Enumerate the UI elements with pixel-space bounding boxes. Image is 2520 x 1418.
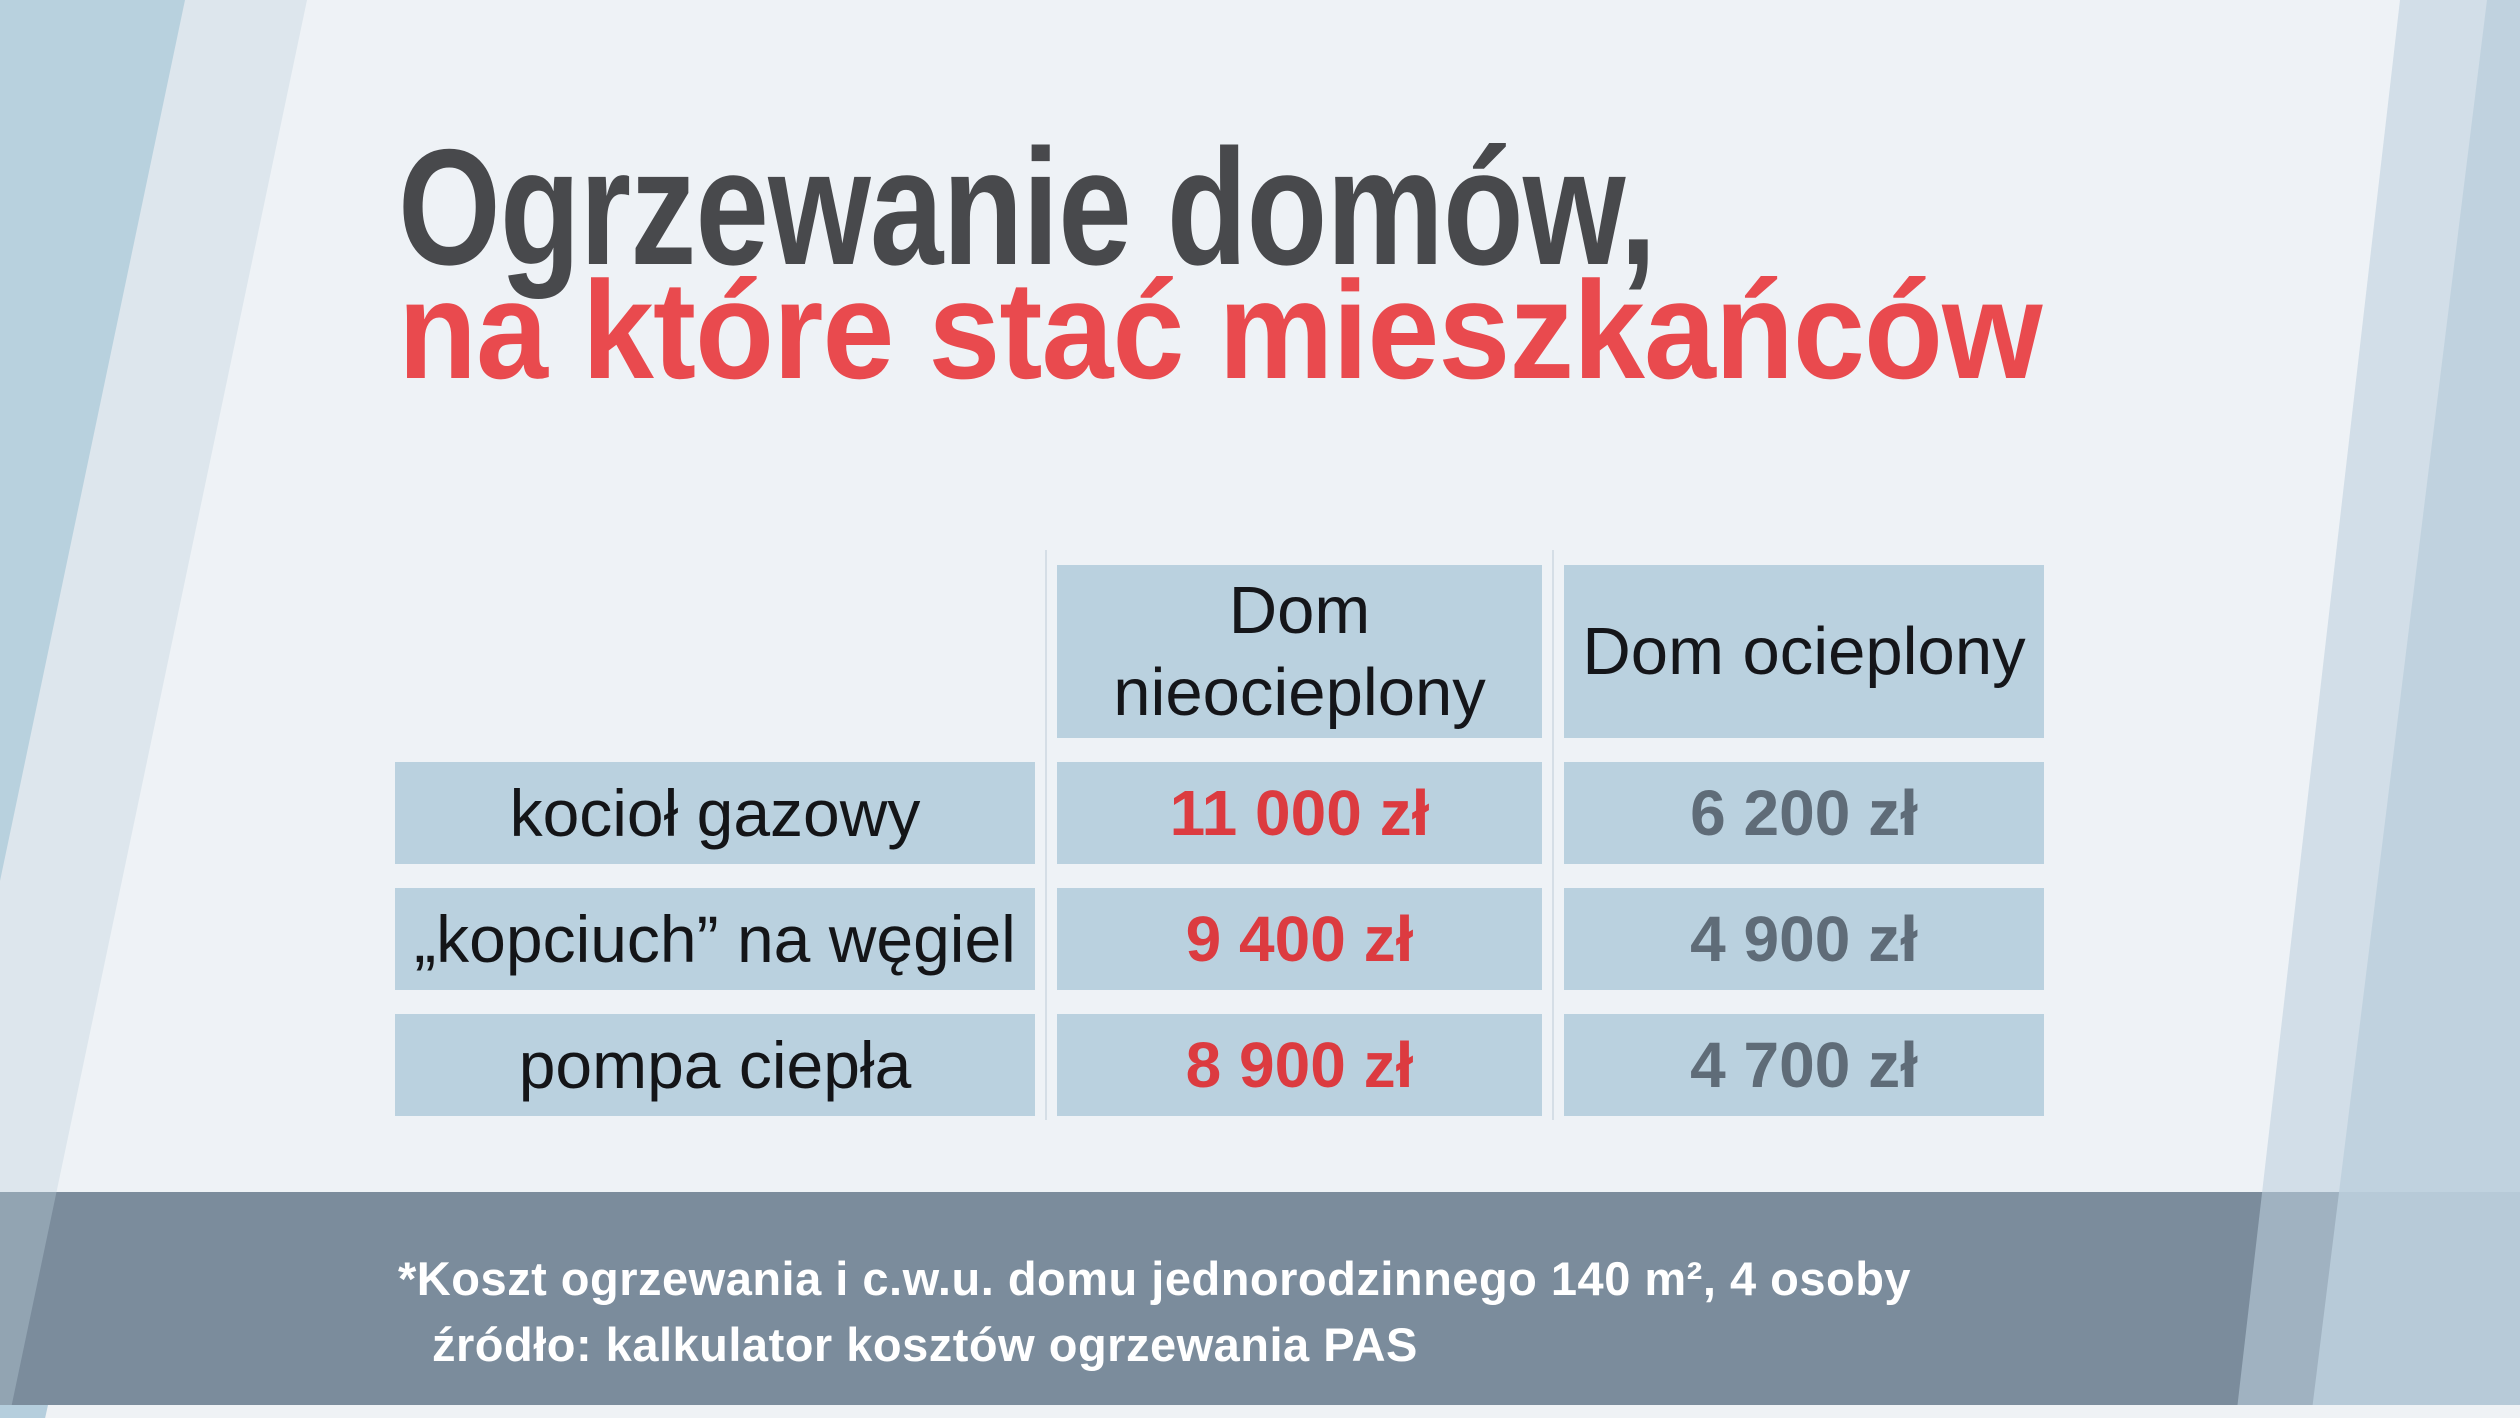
footnote-line1: *Koszt ogrzewania i c.w.u. domu jednorod…	[398, 1252, 1912, 1305]
table-column-divider	[1552, 550, 1554, 1120]
footer-band	[0, 1192, 2520, 1405]
column-header-uninsulated: Dom nieocieplony	[1057, 565, 1542, 738]
column-header-insulated: Dom ocieplony	[1564, 565, 2044, 738]
bottom-strip-blue-corner	[0, 1405, 48, 1418]
table-column-divider	[1045, 550, 1047, 1120]
table-header-spacer	[395, 565, 1035, 738]
page-title-line1: Ogrzewanie domów,	[398, 115, 1656, 299]
value-pump-uninsulated: 8 900 zł	[1057, 1014, 1542, 1116]
value-coal-insulated: 4 900 zł	[1564, 888, 2044, 990]
row-label-heat-pump: pompa ciepła	[395, 1014, 1035, 1116]
heating-cost-table: Dom nieocieplony Dom ocieplony kocioł ga…	[395, 565, 2044, 1116]
value-coal-uninsulated: 9 400 zł	[1057, 888, 1542, 990]
bottom-strip	[0, 1405, 2520, 1418]
row-label-gas-boiler: kocioł gazowy	[395, 762, 1035, 864]
footnote-line2: źródło: kalkulator kosztów ogrzewania PA…	[432, 1318, 1418, 1371]
value-pump-insulated: 4 700 zł	[1564, 1014, 2044, 1116]
value-gas-uninsulated: 11 000 zł	[1057, 762, 1542, 864]
footnote: *Koszt ogrzewania i c.w.u. domu jednorod…	[398, 1246, 1911, 1378]
value-gas-insulated: 6 200 zł	[1564, 762, 2044, 864]
row-label-coal-stove: „kopciuch” na węgiel	[395, 888, 1035, 990]
page-title-line2: na które stać mieszkańców	[398, 253, 2043, 408]
